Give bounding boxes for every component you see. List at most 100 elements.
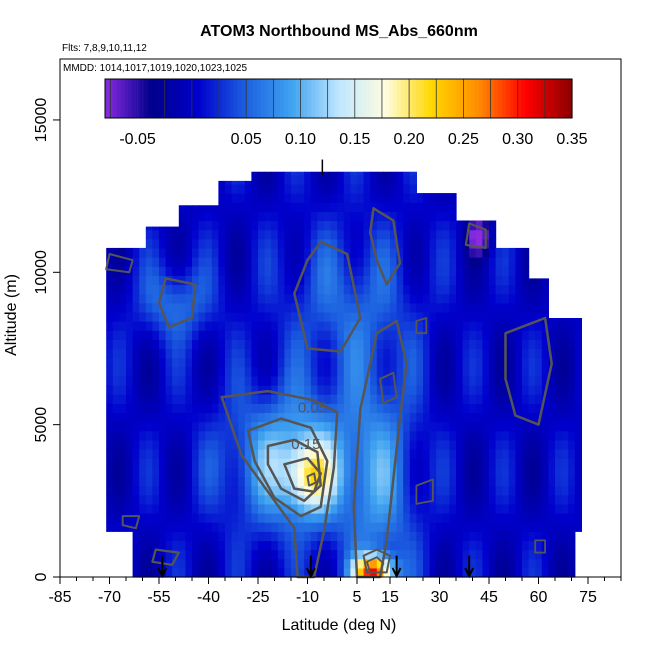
heatmap-cell (462, 449, 470, 459)
heatmap-cell (436, 430, 444, 441)
heatmap-cell (357, 421, 365, 432)
heatmap-cell (159, 226, 167, 231)
heatmap-cell (192, 275, 200, 286)
heatmap-cell (416, 366, 424, 377)
heatmap-cell (132, 266, 140, 276)
heatmap-cell (251, 348, 259, 359)
heatmap-cell (139, 348, 147, 359)
heatmap-cell (482, 449, 490, 459)
heatmap-cell (264, 202, 272, 212)
heatmap-cell (178, 375, 186, 386)
heatmap-cell (324, 540, 332, 551)
heatmap-cell (225, 540, 233, 551)
heatmap-cell (416, 284, 424, 295)
heatmap-cell (429, 257, 437, 267)
heatmap-cell (251, 284, 259, 295)
heatmap-cell (409, 302, 417, 313)
heatmap-cell (376, 229, 384, 240)
heatmap-cell (555, 558, 563, 569)
heatmap-cell (132, 476, 140, 487)
heatmap-cell (409, 385, 417, 395)
colorbar-segment (213, 79, 219, 118)
colorbar-segment (373, 79, 379, 118)
heatmap-cell (264, 193, 272, 203)
heatmap-cell (462, 485, 470, 496)
heatmap-cell (211, 257, 219, 267)
heatmap-cell (211, 348, 219, 359)
heatmap-cell (192, 467, 200, 478)
heatmap-cell (238, 494, 246, 505)
heatmap-cell (310, 330, 318, 340)
heatmap-cell (330, 330, 338, 340)
heatmap-cell (482, 421, 490, 432)
heatmap-cell (442, 458, 450, 468)
heatmap-cell (258, 494, 266, 505)
heatmap-cell (244, 211, 252, 222)
heatmap-cell (264, 558, 272, 569)
heatmap-cell (508, 503, 516, 514)
heatmap-cell (218, 220, 226, 231)
heatmap-cell (350, 412, 358, 423)
heatmap-cell (436, 229, 444, 240)
heatmap-cell (357, 476, 365, 487)
heatmap-cell (304, 193, 312, 203)
heatmap-cell (277, 183, 285, 194)
heatmap-cell (159, 385, 167, 395)
heatmap-cell (489, 458, 497, 468)
heatmap-cell (449, 522, 457, 532)
heatmap-cell (383, 439, 391, 450)
heatmap-cell (211, 403, 219, 414)
heatmap-cell (535, 494, 543, 505)
heatmap-cell (350, 193, 358, 203)
colorbar-segment (326, 79, 332, 118)
heatmap-cell (416, 266, 424, 276)
heatmap-cell (363, 494, 371, 505)
heatmap-cell (192, 357, 200, 368)
heatmap-cell (475, 513, 483, 523)
heatmap-cell (251, 439, 259, 450)
heatmap-cell (561, 458, 569, 468)
heatmap-cell (429, 531, 437, 542)
heatmap-cell (231, 458, 239, 468)
heatmap-cell (112, 467, 120, 478)
heatmap-cell (482, 522, 490, 532)
heatmap-cell (284, 485, 292, 496)
heatmap-cell (106, 412, 114, 423)
heatmap-cell (489, 284, 497, 295)
heatmap-cell (238, 439, 246, 450)
heatmap-cell (291, 183, 299, 194)
heatmap-cell (178, 403, 186, 414)
heatmap-cell (449, 567, 457, 578)
heatmap-cell (218, 302, 226, 313)
heatmap-cell (218, 476, 226, 487)
heatmap-cell (297, 275, 305, 286)
x-axis-label: Latitude (deg N) (282, 617, 397, 634)
heatmap-cell (231, 412, 239, 423)
heatmap-cell (423, 430, 431, 441)
heatmap-cell (376, 211, 384, 222)
heatmap-cell (119, 348, 127, 359)
heatmap-cell (258, 348, 266, 359)
heatmap-cell (535, 366, 543, 377)
heatmap-cell (251, 540, 259, 551)
heatmap-cell (231, 183, 239, 194)
heatmap-cell (178, 467, 186, 478)
heatmap-cell (119, 275, 127, 286)
heatmap-cell (515, 503, 523, 514)
heatmap-cell (515, 257, 523, 267)
heatmap-cell (482, 513, 490, 523)
heatmap-cell (337, 503, 345, 514)
heatmap-cell (515, 266, 523, 276)
heatmap-cell (343, 174, 351, 185)
heatmap-cell (330, 302, 338, 313)
heatmap-cell (469, 531, 477, 542)
heatmap-cell (528, 485, 536, 496)
heatmap-cell (304, 458, 312, 468)
chart-title: ATOM3 Northbound MS_Abs_660nm (200, 23, 478, 40)
heatmap-cell (277, 339, 285, 350)
heatmap-cell (165, 567, 173, 578)
heatmap-cell (343, 202, 351, 212)
colorbar-segment (330, 79, 336, 118)
heatmap-cell (482, 275, 490, 286)
colorbar-segment (245, 79, 250, 118)
